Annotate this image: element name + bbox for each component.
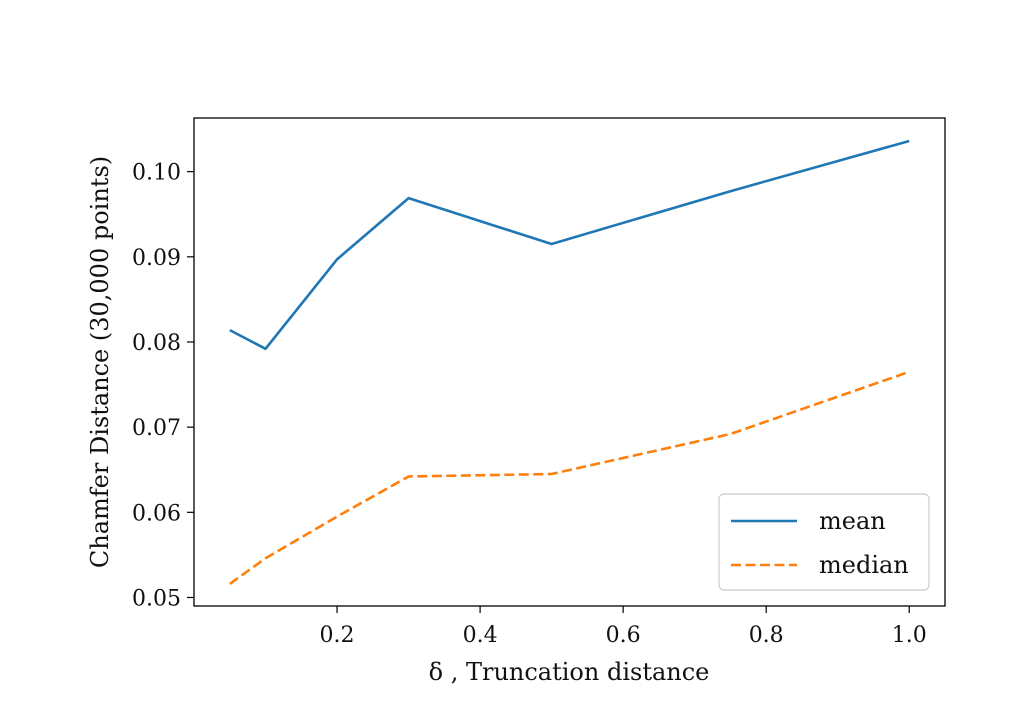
legend-label-mean: mean [819,507,886,535]
x-tick-label: 0.6 [606,623,641,648]
y-tick-label: 0.08 [132,331,181,356]
y-axis-label: Chamfer Distance (30,000 points) [86,156,114,568]
y-tick-label: 0.05 [132,586,181,611]
plot-frame [193,117,946,607]
y-tick-label: 0.07 [132,416,181,441]
series-line-mean [229,139,910,351]
x-tick-label: 0.8 [749,623,784,648]
y-tick-label: 0.09 [132,246,181,271]
series-line-median [229,370,910,585]
x-tick-label: 0.4 [463,623,498,648]
x-axis-ticks: 0.2 0.4 0.6 0.8 1.0 [320,606,927,648]
x-tick-label: 0.2 [320,623,355,648]
legend-label-median: median [819,551,909,579]
x-tick-label: 1.0 [892,623,927,648]
y-axis-ticks: 0.05 0.06 0.07 0.08 0.09 0.10 [132,161,194,611]
plot-area [229,139,910,585]
y-tick-label: 0.06 [132,501,181,526]
y-tick-label: 0.10 [132,161,181,186]
legend: mean median [718,493,930,591]
x-axis-label: δ , Truncation distance [429,658,710,686]
legend-box [718,493,930,591]
